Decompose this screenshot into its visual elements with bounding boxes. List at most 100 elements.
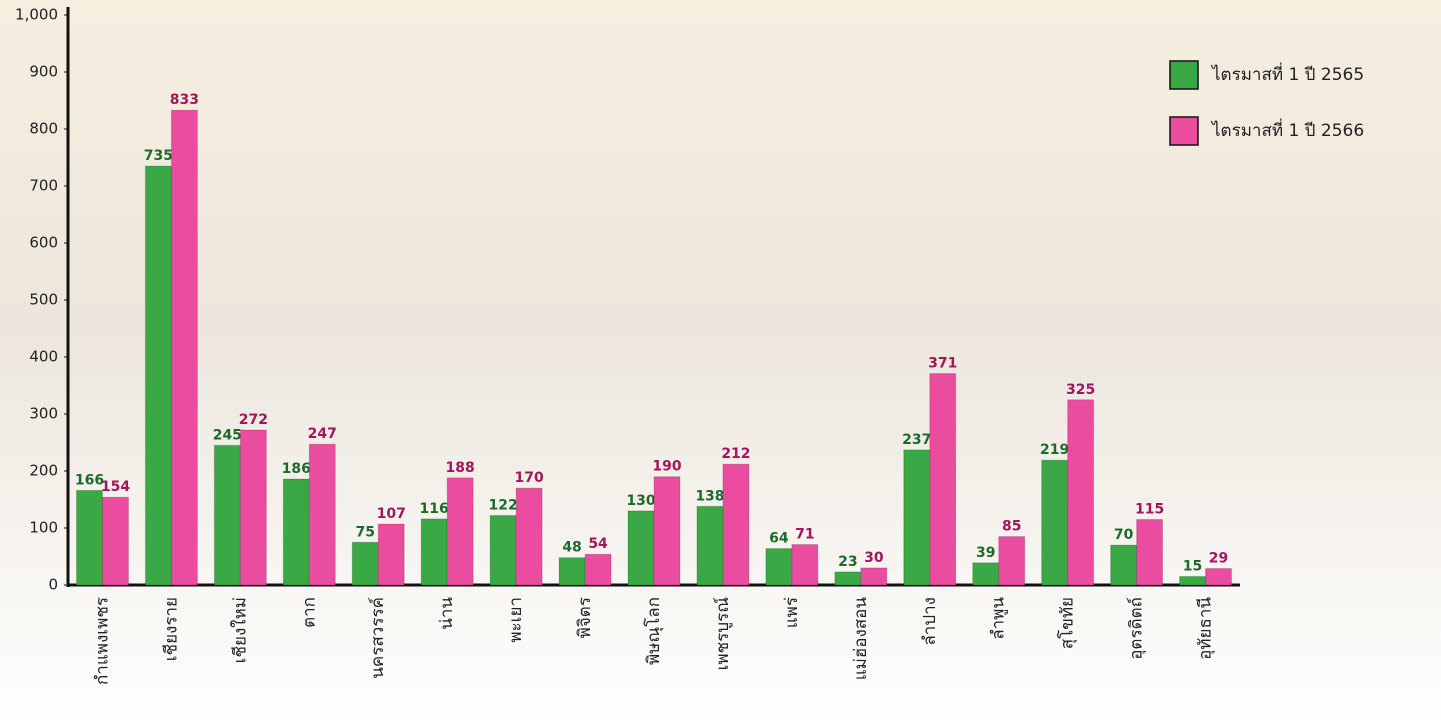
value-label: 116 xyxy=(420,501,449,517)
value-label: 130 xyxy=(626,493,655,509)
value-label: 122 xyxy=(489,497,518,513)
bar xyxy=(765,548,793,586)
bar xyxy=(722,463,750,586)
value-label: 245 xyxy=(213,427,242,443)
y-tick-label: 0 xyxy=(48,576,58,594)
legend-label: ไตรมาสที่ 1 ปี 2565 xyxy=(1210,62,1364,85)
legend-swatch xyxy=(1169,116,1199,146)
bar xyxy=(239,429,267,586)
value-label: 219 xyxy=(1040,442,1069,458)
y-tick-label: 1,000 xyxy=(15,6,58,24)
value-label: 64 xyxy=(769,531,789,547)
x-tick-label: เพชรบูรณ์ xyxy=(713,597,733,671)
x-tick-label: เชียงใหม่ xyxy=(229,597,250,663)
bar xyxy=(489,514,517,586)
bar xyxy=(282,478,310,586)
value-label: 39 xyxy=(976,545,995,561)
bar xyxy=(1205,567,1233,586)
value-label: 188 xyxy=(446,460,475,476)
bar xyxy=(860,567,888,586)
bar xyxy=(584,553,612,586)
value-label: 170 xyxy=(515,470,544,486)
value-label: 186 xyxy=(282,461,311,477)
y-tick-label: 100 xyxy=(29,519,58,537)
x-tick-label: พะเยา xyxy=(506,597,526,643)
value-label: 85 xyxy=(1002,519,1021,535)
bar xyxy=(653,476,681,586)
y-tick-label: 300 xyxy=(29,405,58,423)
bar xyxy=(1041,459,1069,586)
x-tick-label: แม่ฮ่องสอน xyxy=(851,597,871,681)
bar xyxy=(791,544,819,586)
x-tick-label: อุตรดิตถ์ xyxy=(1127,597,1147,660)
y-tick-label: 500 xyxy=(29,291,58,309)
value-label: 138 xyxy=(695,488,724,504)
bar xyxy=(1136,518,1164,586)
value-label: 735 xyxy=(144,148,173,164)
x-tick-label: นครสวรรค์ xyxy=(368,597,388,679)
bar xyxy=(1179,575,1207,586)
bar xyxy=(144,165,172,586)
bar xyxy=(377,523,405,586)
value-label: 190 xyxy=(652,459,681,475)
bar xyxy=(998,536,1026,586)
bar xyxy=(101,496,129,586)
x-tick-label: พิจิตร xyxy=(575,597,595,638)
x-tick-label: ลำปาง xyxy=(920,597,940,646)
value-label: 54 xyxy=(588,536,608,552)
value-label: 71 xyxy=(795,527,814,543)
bar xyxy=(1067,399,1095,586)
bar xyxy=(834,571,862,586)
bar xyxy=(213,444,241,586)
y-tick-label: 400 xyxy=(29,348,58,366)
y-tick-label: 900 xyxy=(29,63,58,81)
bar xyxy=(351,541,379,586)
x-tick-label: เชียงราย xyxy=(161,597,181,661)
x-tick-label: ตาก xyxy=(299,597,319,628)
bar xyxy=(1110,544,1138,586)
value-label: 29 xyxy=(1209,550,1228,566)
value-label: 23 xyxy=(838,554,857,570)
x-tick-label: แพร่ xyxy=(782,597,802,628)
bar xyxy=(308,443,336,586)
bar xyxy=(972,562,1000,586)
x-tick-label: สุโขทัย xyxy=(1057,597,1078,649)
value-label: 70 xyxy=(1114,527,1134,543)
x-tick-label: น่าน xyxy=(437,597,457,630)
legend-swatch xyxy=(1169,60,1199,90)
bar xyxy=(929,373,957,586)
bar xyxy=(75,489,103,586)
value-label: 247 xyxy=(308,426,337,442)
bar xyxy=(446,477,474,586)
y-tick-label: 700 xyxy=(29,177,58,195)
x-tick-label: อุทัยธานี xyxy=(1196,597,1216,660)
value-label: 30 xyxy=(864,550,884,566)
value-label: 325 xyxy=(1066,382,1095,398)
bar xyxy=(420,518,448,586)
value-label: 166 xyxy=(75,472,104,488)
value-label: 154 xyxy=(101,479,130,495)
y-tick-label: 800 xyxy=(29,120,58,138)
value-label: 833 xyxy=(170,92,199,108)
value-label: 212 xyxy=(721,446,750,462)
legend-label: ไตรมาสที่ 1 ปี 2566 xyxy=(1210,118,1364,141)
x-tick-label: กำแพงเพชร xyxy=(92,597,112,685)
bar xyxy=(696,505,724,586)
value-label: 48 xyxy=(562,540,581,556)
value-label: 115 xyxy=(1135,501,1164,517)
bar xyxy=(170,109,198,586)
y-tick-label: 200 xyxy=(29,462,58,480)
bar xyxy=(627,510,655,586)
bar xyxy=(558,557,586,586)
value-label: 237 xyxy=(902,432,931,448)
value-label: 15 xyxy=(1183,558,1202,574)
bar xyxy=(903,449,931,586)
y-tick-label: 600 xyxy=(29,234,58,252)
x-tick-label: พิษณุโลก xyxy=(643,597,664,665)
value-label: 272 xyxy=(239,412,268,428)
x-tick-label: ลำพูน xyxy=(989,597,1009,640)
bar xyxy=(515,487,543,586)
value-label: 371 xyxy=(928,356,957,372)
